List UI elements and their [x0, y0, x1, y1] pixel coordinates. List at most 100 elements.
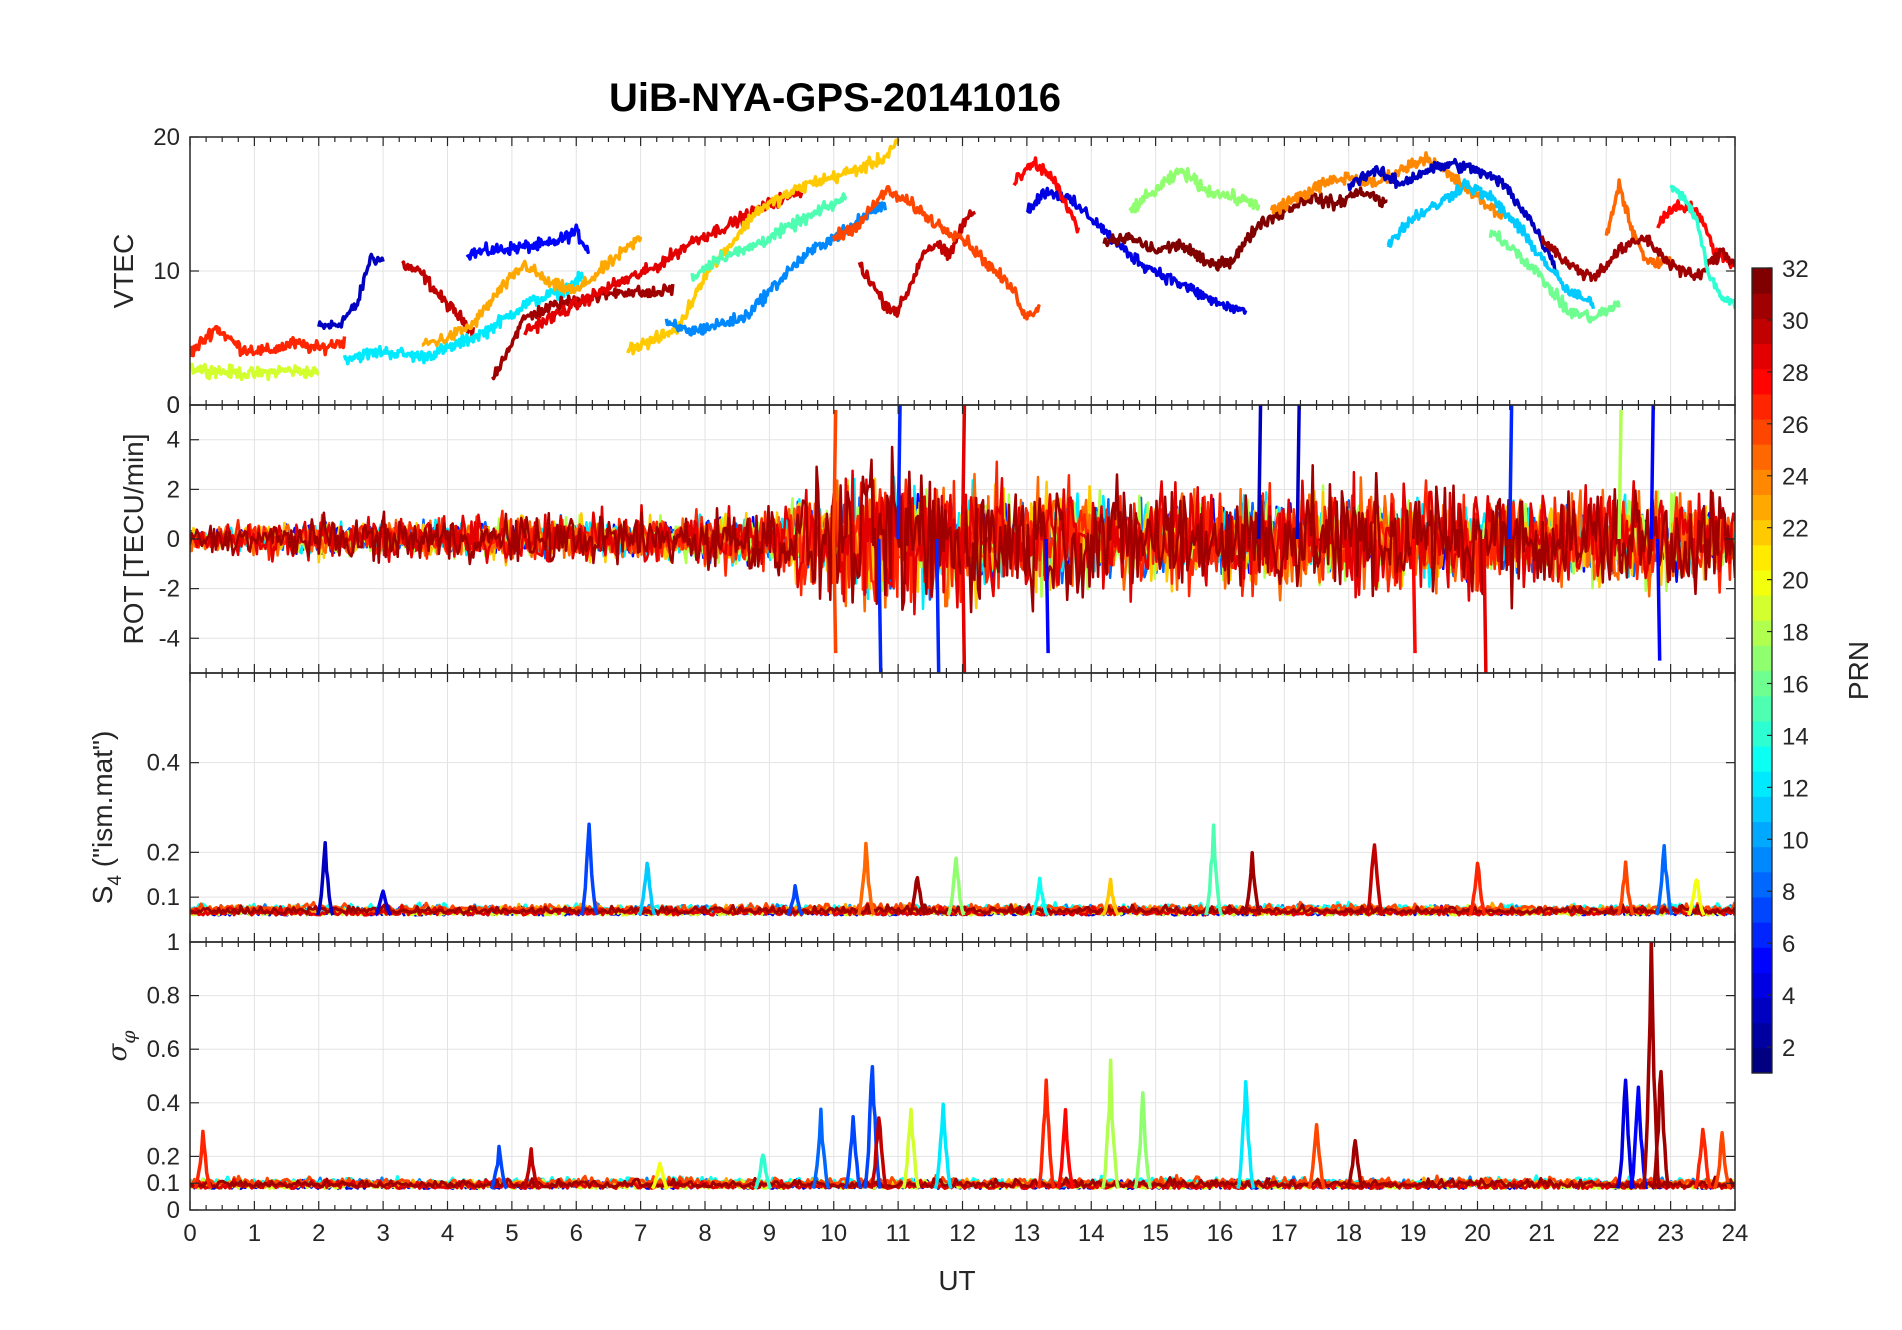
vtec-line-prn-14: [1669, 184, 1735, 310]
y-tick-label: 20: [153, 124, 180, 151]
sigma_phi-peak: [1651, 1069, 1671, 1189]
s4-peak: [315, 840, 335, 916]
s4-peak: [946, 856, 966, 916]
colorbar-cell: [1752, 1022, 1772, 1049]
vtec-line-prn-27: [190, 324, 347, 358]
y-axis-label-rot: ROT [TECU/min]: [118, 433, 149, 644]
colorbar-cell: [1752, 745, 1772, 772]
colorbar-tick-label: 14: [1782, 723, 1809, 750]
y-tick-label: 0.2: [147, 839, 180, 866]
colorbar-label: PRN: [1843, 641, 1874, 700]
colorbar-cell: [1752, 997, 1772, 1024]
colorbar-tick-label: 24: [1782, 464, 1809, 491]
x-tick-label: 10: [820, 1220, 847, 1247]
data-rot: [190, 405, 1735, 673]
colorbar-tick-label: 22: [1782, 516, 1809, 543]
colorbar-cell: [1752, 318, 1772, 345]
colorbar-cell: [1752, 293, 1772, 319]
colorbar-tick-label: 32: [1782, 256, 1809, 283]
vtec-line-prn-28: [1656, 199, 1735, 270]
panel-s4: 0.1 0.2 0.4 S4 ("ism.mat"): [87, 672, 1736, 943]
colorbar-cell: [1752, 494, 1772, 521]
s4-peak: [1468, 861, 1487, 916]
x-tick-label: 19: [1400, 1220, 1427, 1247]
s4-peak: [374, 889, 393, 917]
colorbar-cell: [1752, 796, 1772, 823]
colorbar-cell: [1752, 620, 1772, 646]
y-tick-label: 0: [167, 526, 180, 553]
sigma_phi-peak: [811, 1107, 831, 1190]
s4-peak: [908, 875, 927, 916]
y-axis-label-vtec: VTEC: [108, 234, 139, 309]
vtec-line-prn-3: [317, 252, 385, 330]
rot-spike: [935, 538, 941, 673]
s4-peak: [1030, 876, 1050, 917]
colorbar-cell: [1752, 695, 1772, 722]
colorbar-cell: [1752, 544, 1772, 571]
x-tick-label: 18: [1335, 1220, 1362, 1247]
s4-peak: [1242, 850, 1262, 916]
colorbar-cell: [1752, 645, 1772, 672]
vtec-line-prn-22: [626, 138, 900, 356]
colorbar-tick-label: 16: [1782, 671, 1809, 698]
grid-s4: [189, 673, 1736, 942]
rot-spike: [1617, 409, 1623, 540]
s4-peak: [637, 861, 657, 916]
colorbar-cell: [1752, 268, 1772, 294]
colorbar-cell: [1752, 972, 1772, 999]
colorbar-cell: [1752, 569, 1772, 596]
sigma_phi-peak: [521, 1147, 541, 1190]
colorbar-cell: [1752, 469, 1772, 496]
rot-spike: [1656, 538, 1662, 661]
vtec-line-prn-17: [1128, 166, 1261, 214]
ticks-vtec: [189, 136, 1736, 406]
s4-peak: [1204, 823, 1223, 916]
rot-spike: [960, 538, 967, 673]
y-tick-label: -4: [159, 625, 180, 652]
sigma_phi-peak: [1307, 1122, 1326, 1190]
x-tick-label: 21: [1529, 1220, 1556, 1247]
y-tick-label: 0.6: [147, 1036, 180, 1063]
y-tick-label: 0.4: [147, 1090, 180, 1117]
ticks-sigma_phi: [189, 942, 1736, 1211]
vtec-line-prn-28: [1012, 156, 1081, 234]
y-tick-label: 10: [153, 258, 180, 285]
y-tick-label: 0: [167, 1197, 180, 1224]
vtec-line-prn-23: [421, 235, 643, 348]
y-axis-label-sigma-phi: σφ: [103, 1030, 140, 1062]
x-tick-label: 8: [698, 1220, 711, 1247]
s4-peak: [856, 841, 876, 916]
colorbar-cell: [1752, 922, 1772, 948]
colorbar-tick-label: 18: [1782, 620, 1809, 647]
x-tick-label: 20: [1464, 1220, 1491, 1247]
sigma_phi-peak: [1101, 1058, 1121, 1189]
vtec-line-prn-3: [1347, 157, 1557, 271]
colorbar-cell: [1752, 343, 1772, 370]
colorbar-cell: [1752, 771, 1772, 797]
sigma_phi-peak: [862, 1065, 882, 1189]
y-tick-label: 0.2: [147, 1143, 180, 1170]
y-tick-label: 1: [167, 929, 180, 956]
s4-peak: [786, 883, 805, 917]
vtec-line-prn-26: [832, 185, 1041, 321]
y-tick-label: 2: [167, 476, 180, 503]
x-tick-label: 3: [376, 1220, 389, 1247]
y-tick-label: 0.1: [147, 1170, 180, 1197]
sigma_phi-peak: [753, 1153, 773, 1190]
rot-spike: [832, 409, 838, 540]
colorbar-cell: [1752, 1047, 1772, 1074]
colorbar-tick-label: 2: [1782, 1035, 1795, 1062]
colorbar-cell: [1752, 896, 1772, 923]
sigma_phi-peak: [843, 1115, 863, 1190]
x-tick-label: 17: [1271, 1220, 1298, 1247]
y-tick-label: 0.1: [147, 884, 180, 911]
colorbar-cell: [1752, 670, 1772, 697]
data-s4: [190, 822, 1735, 917]
y-tick-label: -2: [159, 576, 180, 603]
data-vtec: [190, 138, 1735, 382]
vtec-line-prn-9: [664, 201, 888, 337]
vtec-line-prn-19: [190, 362, 320, 382]
x-tick-label: 4: [441, 1220, 454, 1247]
